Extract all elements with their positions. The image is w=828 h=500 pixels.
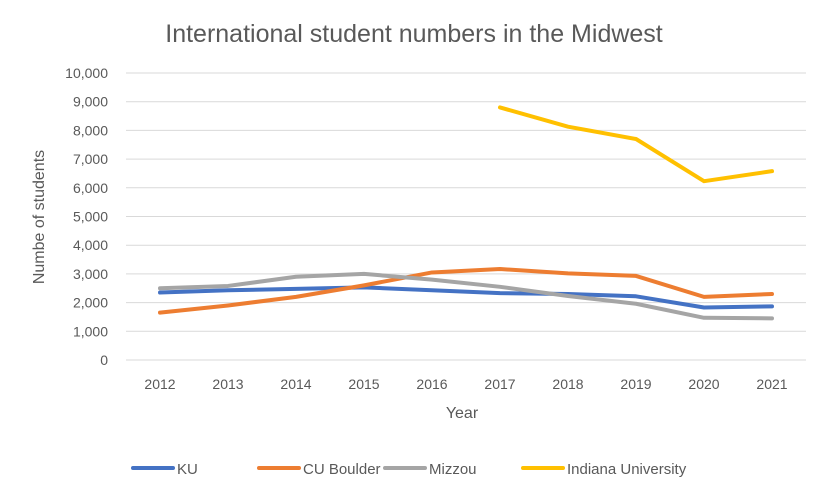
y-tick-label: 5,000 [73,209,108,225]
y-axis-label: Numbe of students [31,150,48,284]
y-tick-label: 9,000 [73,94,108,110]
x-tick-label: 2014 [280,376,311,392]
x-tick-label: 2021 [756,376,787,392]
x-tick-label: 2013 [212,376,243,392]
legend-entry: Mizzou [429,461,477,478]
series-line-ku [158,285,774,310]
series-line-mizzou [158,271,774,321]
x-tick-label: 2019 [620,376,651,392]
x-tick-label: 2012 [144,376,175,392]
y-tick-label: 7,000 [73,151,108,167]
y-tick-label: 0 [100,352,108,368]
y-tick-label: 1,000 [73,323,108,339]
y-tick-label: 4,000 [73,237,108,253]
x-axis-label: Year [446,405,479,422]
y-tick-label: 2,000 [73,295,108,311]
x-tick-label: 2020 [688,376,719,392]
legend-entry: CU Boulder [303,461,381,478]
y-tick-label: 10,000 [65,65,108,81]
x-tick-label: 2017 [484,376,515,392]
x-tick-label: 2018 [552,376,583,392]
y-tick-label: 3,000 [73,266,108,282]
series-line-cu-boulder [158,267,774,315]
legend-entry: Indiana University [567,461,687,478]
x-tick-label: 2016 [416,376,447,392]
series-line-indiana-university [498,105,774,184]
x-tick-label: 2015 [348,376,379,392]
y-tick-label: 6,000 [73,180,108,196]
y-tick-label: 8,000 [73,122,108,138]
legend-entry: KU [177,461,198,478]
chart-title: International student numbers in the Mid… [165,20,663,48]
